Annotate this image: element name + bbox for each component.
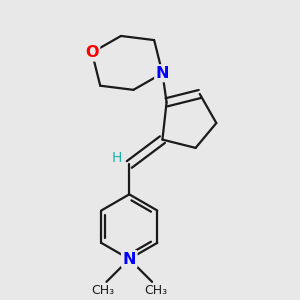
- Text: N: N: [122, 251, 136, 266]
- Text: N: N: [156, 66, 169, 81]
- Text: CH₃: CH₃: [145, 284, 168, 297]
- Text: H: H: [112, 151, 122, 165]
- Text: CH₃: CH₃: [91, 284, 114, 297]
- Text: O: O: [85, 45, 99, 60]
